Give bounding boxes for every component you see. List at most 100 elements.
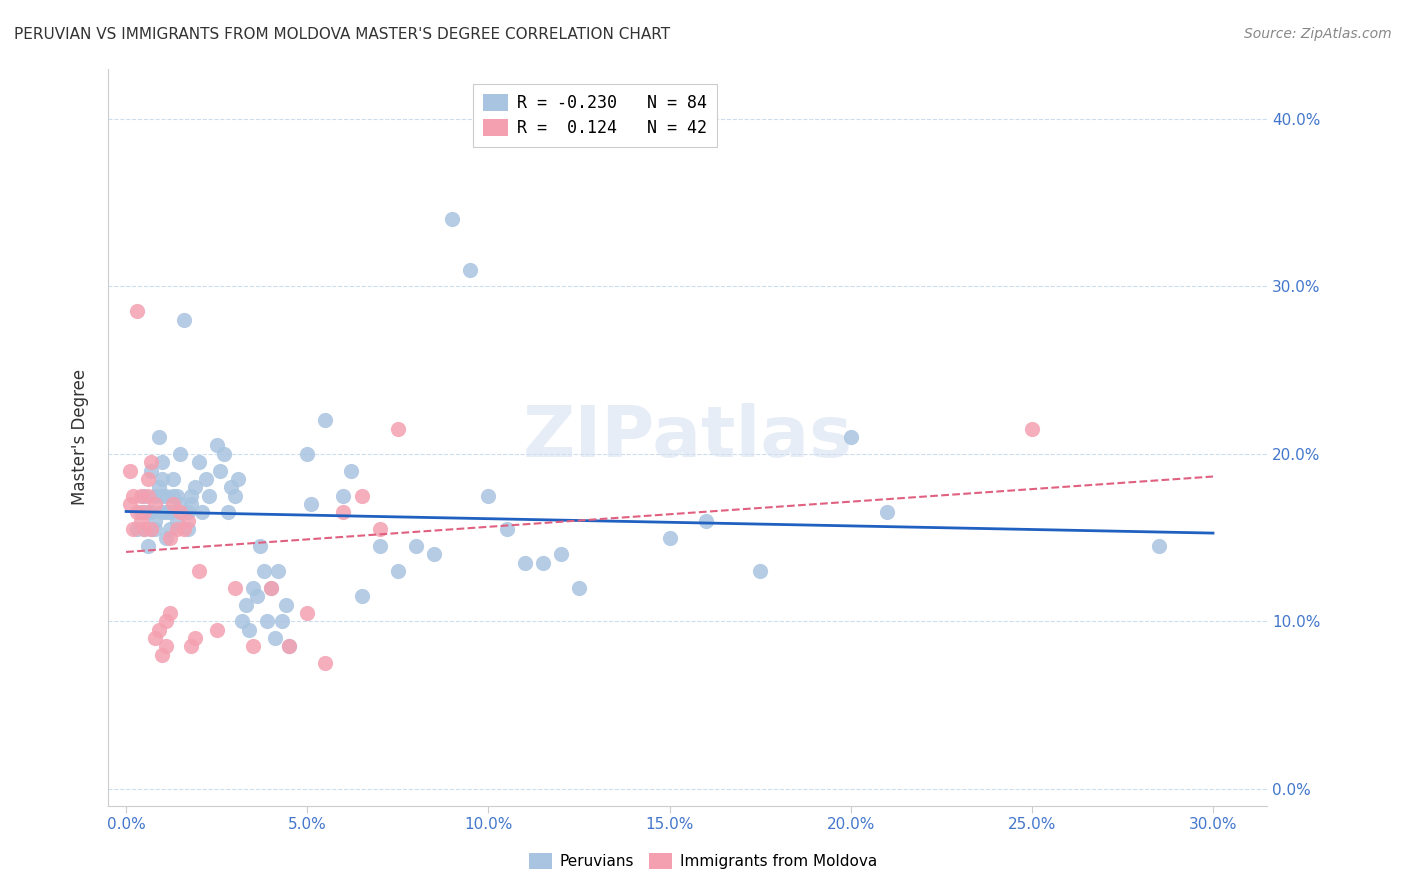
Point (187, 455, 209, 469)
Point (169, 497, 191, 511)
Point (209, 464, 232, 478)
Legend: Peruvians, Immigrants from Moldova: Peruvians, Immigrants from Moldova (523, 847, 883, 875)
Point (184, 480, 207, 494)
Text: PERUVIAN VS IMMIGRANTS FROM MOLDOVA MASTER'S DEGREE CORRELATION CHART: PERUVIAN VS IMMIGRANTS FROM MOLDOVA MAST… (14, 27, 671, 42)
Point (1021, 422, 1043, 436)
Point (1147, 539, 1170, 553)
Point (224, 489, 246, 503)
Point (217, 505, 239, 519)
Point (180, 640, 202, 654)
Point (332, 505, 354, 519)
Point (263, 631, 285, 645)
Point (228, 472, 250, 486)
Point (477, 489, 499, 503)
Point (350, 589, 373, 603)
Point (148, 480, 170, 494)
Point (141, 505, 163, 519)
Point (122, 489, 145, 503)
Point (495, 522, 517, 536)
Point (176, 522, 198, 536)
Point (173, 313, 195, 327)
Point (136, 472, 159, 486)
Point (173, 522, 195, 536)
Point (749, 564, 772, 578)
Point (176, 514, 198, 528)
Point (242, 640, 264, 654)
Point (219, 480, 242, 494)
Point (278, 640, 301, 654)
Point (531, 556, 554, 570)
Point (339, 464, 361, 478)
Point (155, 640, 177, 654)
Point (332, 489, 354, 503)
Point (141, 522, 163, 536)
Point (198, 489, 221, 503)
Point (245, 589, 267, 603)
Point (180, 489, 202, 503)
Point (125, 505, 148, 519)
Point (169, 447, 191, 461)
Point (150, 455, 173, 469)
Point (159, 606, 181, 620)
Point (513, 556, 536, 570)
Point (155, 489, 177, 503)
Point (162, 489, 184, 503)
Point (125, 304, 148, 318)
Point (136, 539, 159, 553)
Point (194, 472, 217, 486)
Point (231, 615, 253, 629)
Point (136, 505, 159, 519)
Point (148, 623, 170, 637)
Point (387, 422, 409, 436)
Point (129, 514, 152, 528)
Point (134, 522, 156, 536)
Point (568, 581, 591, 595)
Point (839, 430, 862, 444)
Point (166, 522, 188, 536)
Point (876, 505, 898, 519)
Point (314, 657, 336, 671)
Point (169, 505, 191, 519)
Point (260, 581, 283, 595)
Point (134, 489, 156, 503)
Point (134, 522, 156, 536)
Point (159, 531, 181, 545)
Point (166, 489, 188, 503)
Y-axis label: Master's Degree: Master's Degree (72, 369, 89, 505)
Point (141, 455, 163, 469)
Point (143, 489, 166, 503)
Point (150, 648, 173, 662)
Point (136, 489, 159, 503)
Point (270, 615, 292, 629)
Point (148, 430, 170, 444)
Point (278, 640, 301, 654)
Point (176, 505, 198, 519)
Point (143, 514, 166, 528)
Point (122, 522, 145, 536)
Point (143, 631, 166, 645)
Point (155, 615, 177, 629)
Point (129, 505, 152, 519)
Point (249, 539, 271, 553)
Point (129, 489, 152, 503)
Point (260, 581, 283, 595)
Point (235, 598, 257, 612)
Point (441, 212, 464, 227)
Point (238, 623, 260, 637)
Point (187, 564, 209, 578)
Point (162, 497, 184, 511)
Point (314, 413, 336, 427)
Text: ZIPatlas: ZIPatlas (523, 402, 852, 472)
Point (166, 514, 188, 528)
Point (155, 505, 177, 519)
Point (134, 505, 156, 519)
Point (658, 531, 681, 545)
Point (150, 489, 173, 503)
Legend: R = -0.230   N = 84, R =  0.124   N = 42: R = -0.230 N = 84, R = 0.124 N = 42 (474, 84, 717, 147)
Point (118, 464, 141, 478)
Point (297, 606, 319, 620)
Point (550, 547, 572, 561)
Point (458, 262, 481, 277)
Point (205, 623, 228, 637)
Point (155, 531, 177, 545)
